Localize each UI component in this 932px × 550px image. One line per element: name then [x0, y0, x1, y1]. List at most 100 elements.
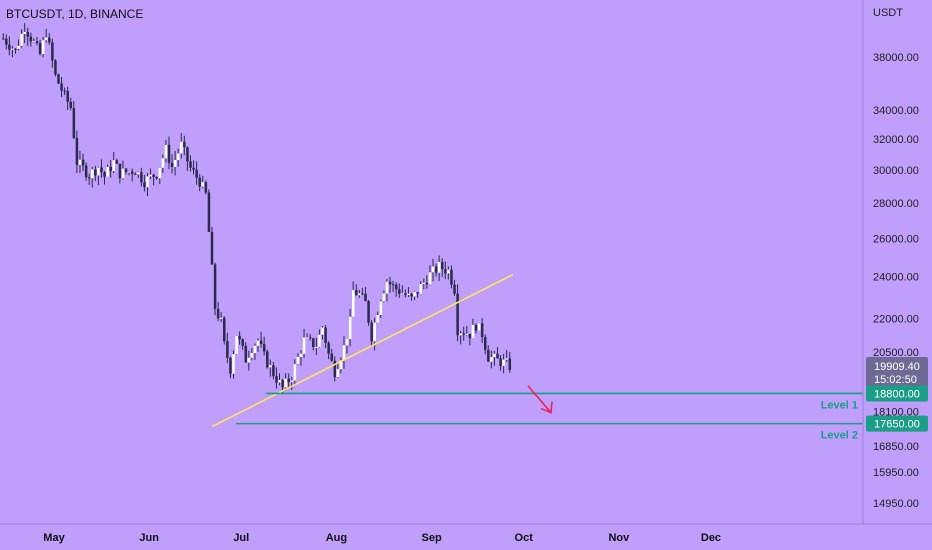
- candle-down: [238, 335, 241, 340]
- candle-up: [20, 33, 23, 46]
- candle-up: [382, 293, 386, 302]
- candle-up: [235, 335, 238, 355]
- price-tick-label: 14950.00: [873, 498, 919, 510]
- candle-up: [290, 380, 294, 383]
- time-tick-label: May: [43, 532, 65, 544]
- candle-down: [462, 333, 465, 335]
- candle-up: [296, 356, 300, 365]
- candle-down: [8, 44, 11, 50]
- candle-up: [336, 369, 340, 378]
- arrow-line[interactable]: [527, 385, 552, 414]
- candle-down: [487, 349, 490, 362]
- candle-up: [173, 160, 177, 167]
- candle-up: [269, 365, 272, 368]
- candle-up: [284, 378, 287, 388]
- candle-down: [275, 376, 278, 383]
- candle-up: [137, 172, 140, 175]
- candle-up: [358, 293, 361, 296]
- candle-down: [324, 327, 327, 344]
- price-tick-label: 34000.00: [873, 105, 919, 117]
- candle-up: [459, 333, 462, 336]
- candle-up: [373, 322, 376, 342]
- candle-down: [312, 338, 315, 348]
- candle-down: [198, 177, 201, 187]
- candle-down: [195, 169, 198, 178]
- candle-down: [213, 264, 217, 309]
- candle-up: [379, 301, 383, 315]
- price-tick-label: 28000.00: [873, 198, 919, 210]
- candle-down: [272, 365, 275, 377]
- level-price-value: 18800.00: [874, 388, 920, 400]
- candle-down: [87, 177, 91, 179]
- candle-down: [207, 192, 211, 232]
- candle-down: [72, 107, 76, 138]
- candle-down: [38, 43, 42, 54]
- price-tick-label: 15950.00: [873, 467, 919, 479]
- candle-up: [505, 358, 508, 360]
- candle-up: [348, 316, 352, 340]
- candle-up: [318, 334, 321, 347]
- candle-down: [262, 344, 266, 352]
- candle-down: [115, 160, 119, 164]
- candle-up: [490, 357, 493, 362]
- price-tick-label: 22000.00: [873, 313, 919, 325]
- candle-down: [60, 83, 63, 91]
- candle-up: [401, 293, 404, 295]
- price-tick-label: 38000.00: [873, 52, 919, 64]
- candle-up: [41, 40, 45, 54]
- candle-down: [327, 343, 330, 354]
- candle-down: [508, 358, 512, 370]
- candle-down: [370, 322, 373, 342]
- candle-up: [121, 168, 125, 179]
- candle-down: [281, 379, 284, 388]
- candle-up: [201, 182, 205, 187]
- candle-down: [94, 169, 97, 176]
- candle-up: [428, 272, 432, 285]
- last-price-tag: [866, 357, 928, 388]
- candle-up: [471, 324, 475, 339]
- price-tick-label: 24000.00: [873, 272, 919, 284]
- candle-up: [176, 153, 180, 161]
- candle-up: [502, 359, 505, 366]
- candle-down: [355, 290, 358, 296]
- candle-down: [309, 337, 312, 339]
- price-tick-label: 26000.00: [873, 233, 919, 245]
- candle-down: [330, 353, 333, 361]
- price-tick-label: 20500.00: [873, 347, 919, 359]
- candle-down: [48, 37, 51, 43]
- price-tick-label: 30000.00: [873, 165, 919, 177]
- level-label: Level 1: [821, 399, 858, 411]
- candle-down: [364, 293, 367, 302]
- candle-down: [14, 48, 17, 50]
- candle-down: [223, 317, 226, 342]
- candle-up: [302, 337, 306, 354]
- symbol-title[interactable]: BTCUSDT, 1D, BINANCE: [6, 7, 144, 21]
- candle-down: [26, 31, 30, 37]
- time-tick-label: Sep: [422, 532, 442, 544]
- candle-up: [339, 360, 343, 370]
- price-tick-label: 16850.00: [873, 441, 919, 453]
- candle-up: [305, 337, 309, 339]
- candle-down: [118, 163, 122, 179]
- time-tick-label: Nov: [608, 532, 630, 544]
- trendline[interactable]: [212, 273, 514, 428]
- candle-up: [23, 31, 26, 34]
- candle-down: [124, 168, 128, 173]
- candle-up: [299, 353, 303, 357]
- candle-down: [35, 41, 39, 44]
- time-axis[interactable]: May Jun Jul Aug Sep Oct Nov Dec: [43, 532, 721, 544]
- time-tick-label: Dec: [701, 532, 721, 544]
- candle-up: [342, 345, 346, 361]
- candle-down: [134, 173, 137, 175]
- candle-up: [419, 284, 423, 294]
- candle-up: [219, 317, 223, 319]
- arrow-head: [540, 401, 553, 414]
- candle-down: [391, 284, 395, 286]
- candle-down: [483, 337, 487, 350]
- candle-down: [66, 90, 69, 102]
- candle-up: [278, 379, 281, 383]
- candle-down: [130, 171, 134, 174]
- candle-down: [29, 36, 33, 42]
- price-axis[interactable]: 38000.00 34000.00 32000.00 30000.00 28000.00…: [873, 52, 919, 510]
